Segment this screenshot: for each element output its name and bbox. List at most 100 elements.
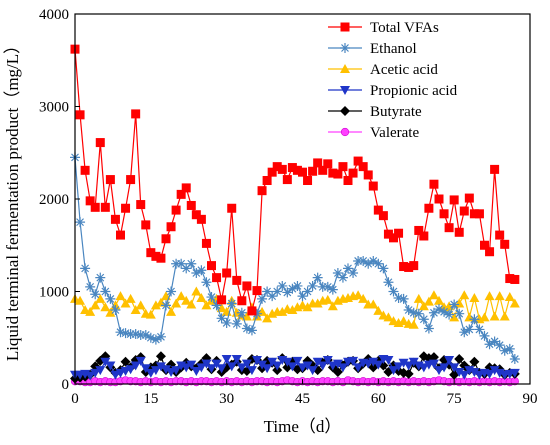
data-point-acetic-acid <box>120 298 131 308</box>
plot-frame <box>74 13 531 385</box>
data-point-propionic-acid <box>125 365 136 375</box>
data-point-acetic-acid <box>166 306 177 316</box>
data-point-total-vfas <box>419 231 429 241</box>
data-point-propionic-acid <box>317 361 328 371</box>
series-line-ethanol <box>74 157 516 360</box>
data-point-total-vfas <box>191 210 201 220</box>
data-point-acetic-acid <box>75 295 86 305</box>
data-point-total-vfas <box>166 222 176 232</box>
data-point-total-vfas <box>176 189 186 199</box>
data-point-propionic-acid <box>287 362 298 372</box>
legend-label: Total VFAs <box>370 20 439 36</box>
data-point-propionic-acid <box>388 366 399 376</box>
legend-label: Acetic acid <box>370 62 438 78</box>
data-point-total-vfas <box>373 205 383 215</box>
data-point-acetic-acid <box>327 301 338 311</box>
legend-item-propionic-acid: Propionic acid <box>328 83 458 99</box>
data-point-ethanol <box>277 280 288 291</box>
data-point-ethanol <box>322 281 333 292</box>
data-point-total-vfas <box>495 230 505 240</box>
data-point-acetic-acid <box>125 293 136 303</box>
data-point-acetic-acid <box>155 297 166 307</box>
data-point-propionic-acid <box>262 364 273 374</box>
data-point-acetic-acid <box>100 302 111 312</box>
data-point-acetic-acid <box>322 294 333 304</box>
data-point-ethanol <box>348 268 359 278</box>
data-point-ethanol <box>383 277 394 288</box>
legend-item-acetic-acid: Acetic acid <box>328 62 438 78</box>
x-tick-label: 75 <box>447 391 462 407</box>
data-point-propionic-acid <box>130 361 141 371</box>
data-point-acetic-acid <box>494 291 505 301</box>
data-point-propionic-acid <box>373 360 384 370</box>
data-point-ethanol <box>241 323 252 334</box>
data-point-acetic-acid <box>181 295 192 305</box>
data-point-total-vfas <box>474 209 484 219</box>
data-point-ethanol <box>95 272 106 283</box>
data-point-acetic-acid <box>312 298 323 308</box>
data-point-total-vfas <box>363 170 373 180</box>
data-point-total-vfas <box>116 230 125 240</box>
data-point-propionic-acid <box>85 371 96 381</box>
data-point-total-vfas <box>252 286 262 296</box>
data-point-propionic-acid <box>509 368 520 378</box>
data-point-propionic-acid <box>322 355 333 365</box>
series-propionic-acid <box>70 355 520 381</box>
data-point-total-vfas <box>449 195 459 205</box>
data-point-propionic-acid <box>267 357 278 367</box>
data-point-acetic-acid <box>171 298 182 308</box>
data-point-total-vfas <box>201 238 211 248</box>
data-point-propionic-acid <box>307 366 318 376</box>
y-tick-label: 2000 <box>39 192 69 208</box>
data-point-propionic-acid <box>246 366 257 376</box>
data-point-propionic-acid <box>403 361 414 371</box>
data-point-acetic-acid <box>368 299 379 309</box>
data-point-ethanol <box>221 317 232 328</box>
data-point-ethanol <box>201 277 212 288</box>
data-point-ethanol <box>398 293 409 304</box>
data-point-acetic-acid <box>444 301 455 311</box>
legend-label: Valerate <box>370 125 419 141</box>
data-point-ethanol <box>479 330 490 341</box>
data-point-ethanol <box>413 308 424 319</box>
data-point-ethanol <box>155 331 166 342</box>
series-ethanol <box>70 152 520 365</box>
data-point-acetic-acid <box>191 286 202 296</box>
data-point-acetic-acid <box>105 307 116 317</box>
data-point-total-vfas <box>100 202 110 212</box>
data-point-ethanol <box>246 325 257 336</box>
data-point-acetic-acid <box>186 299 197 309</box>
data-point-total-vfas <box>131 109 141 119</box>
data-point-ethanol <box>459 327 470 338</box>
data-point-total-vfas <box>126 175 136 185</box>
data-point-total-vfas <box>227 203 237 213</box>
data-point-ethanol <box>307 280 318 291</box>
data-point-propionic-acid <box>439 363 450 373</box>
data-point-ethanol <box>388 286 399 297</box>
legend-label: Ethanol <box>370 41 417 57</box>
data-point-ethanol <box>393 292 404 303</box>
data-point-propionic-acid <box>469 367 480 377</box>
data-point-propionic-acid <box>449 363 460 373</box>
data-point-acetic-acid <box>449 312 460 322</box>
data-point-acetic-acid <box>383 312 394 322</box>
data-point-propionic-acid <box>252 355 262 365</box>
data-point-ethanol <box>150 334 161 345</box>
data-point-acetic-acid <box>504 292 515 302</box>
y-axis-label: Liquid terminal fermentation product（mg/… <box>3 37 22 361</box>
data-point-ethanol <box>332 268 343 278</box>
data-point-propionic-acid <box>444 355 455 365</box>
data-point-butyrate <box>469 356 480 367</box>
data-point-acetic-acid <box>423 296 434 306</box>
data-point-total-vfas <box>85 196 95 206</box>
data-point-propionic-acid <box>353 363 364 373</box>
data-point-propionic-acid <box>135 356 146 366</box>
data-point-total-vfas <box>429 179 439 189</box>
data-point-propionic-acid <box>171 366 182 376</box>
y-tick-label: 1000 <box>39 285 69 301</box>
data-point-total-vfas <box>464 193 474 203</box>
legend-marker-ethanol <box>340 43 350 53</box>
data-point-ethanol <box>408 307 419 318</box>
legend-label: Butyrate <box>370 104 422 120</box>
